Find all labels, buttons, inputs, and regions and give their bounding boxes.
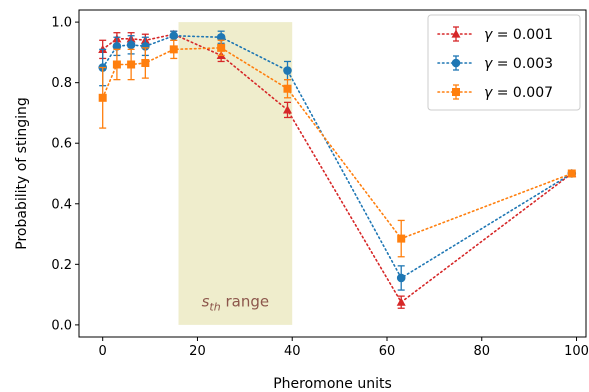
series-layer: [98, 29, 577, 309]
y-tick-label: 0.8: [51, 76, 72, 91]
x-tick-label: 100: [564, 344, 589, 359]
sth-range-label: sth range: [202, 293, 270, 314]
x-tick-label: 40: [284, 344, 301, 359]
legend-item: γ = 0.003: [437, 55, 553, 72]
legend-label: γ = 0.003: [484, 56, 553, 72]
data-point: [283, 66, 292, 75]
x-tick-label: 60: [379, 344, 396, 359]
data-point: [169, 31, 179, 41]
series-3: [98, 39, 576, 258]
data-point: [396, 297, 406, 306]
y-tick-label: 1.0: [51, 16, 72, 31]
data-point: [112, 42, 122, 51]
legend-label: γ = 0.007: [484, 85, 553, 101]
data-point: [169, 45, 178, 54]
plot-area: sth range: [78, 9, 587, 338]
legend-marker: [451, 58, 461, 68]
data-point: [112, 60, 121, 69]
legend-box: [427, 14, 581, 111]
legend-item: γ = 0.001: [437, 26, 553, 43]
data-point: [217, 43, 226, 52]
x-tick-label: 80: [473, 344, 490, 359]
data-point: [216, 32, 226, 42]
y-tick-label: 0.2: [51, 258, 72, 273]
data-point: [127, 60, 136, 69]
y-axis: 0.0 0.2 0.4 0.6 0.8 1.0: [51, 16, 79, 333]
legend-marker: [451, 29, 461, 38]
x-axis: 0 20 40 60 80 100: [99, 337, 589, 359]
x-axis-label: Pheromone units: [273, 376, 392, 392]
series-line: [101, 34, 573, 280]
y-tick-label: 0.6: [51, 137, 72, 152]
data-point: [283, 84, 292, 93]
data-point: [567, 169, 576, 178]
y-tick-label: 0.0: [51, 318, 72, 333]
legend: γ = 0.001 γ = 0.003 γ = 0.007: [427, 14, 581, 111]
data-point: [141, 58, 150, 67]
plot-frame: [78, 9, 587, 338]
y-tick-label: 0.4: [51, 197, 72, 212]
data-point: [98, 93, 107, 102]
data-point: [282, 105, 292, 114]
x-tick-label: 0: [99, 344, 107, 359]
data-point: [396, 273, 406, 283]
legend-item: γ = 0.007: [437, 84, 553, 101]
data-point: [397, 234, 406, 243]
legend-marker: [452, 88, 460, 96]
sth-range-band: [178, 22, 293, 325]
legend-label: γ = 0.001: [484, 27, 553, 43]
data-point: [126, 40, 136, 50]
y-axis-label: Probability of stinging: [14, 97, 30, 249]
x-tick-label: 20: [189, 344, 206, 359]
series-line: [101, 33, 573, 304]
